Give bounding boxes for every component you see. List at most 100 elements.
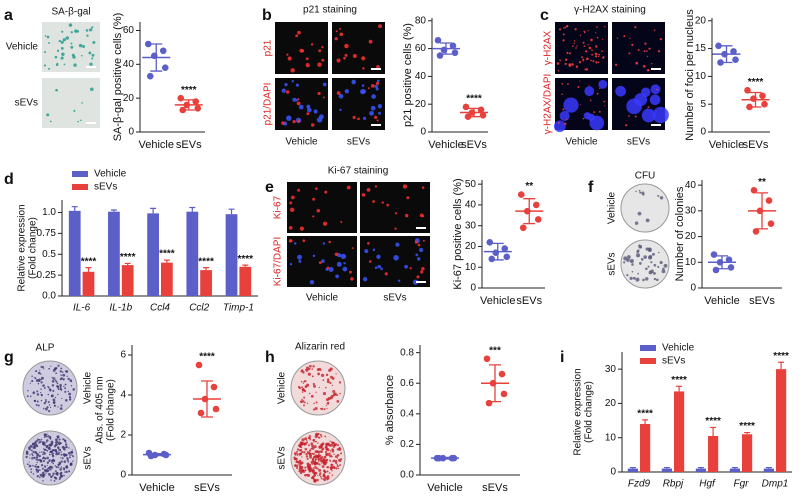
sd-bar: [720, 45, 733, 64]
colony-dot: [328, 368, 332, 372]
colony-dot: [68, 398, 72, 401]
x-tick-label: sEVs: [749, 295, 775, 307]
colony-dot: [329, 381, 332, 385]
micrograph: [612, 22, 665, 74]
cell-dot: [288, 226, 293, 230]
colony-dot: [313, 472, 316, 474]
x-tick-label: Fgr: [734, 479, 750, 490]
colony-dot: [326, 475, 330, 478]
colony-dot: [329, 459, 331, 462]
bar: [225, 214, 238, 296]
colony-dot: [310, 447, 313, 450]
colony-dot: [309, 364, 312, 368]
colony-dot: [52, 458, 55, 461]
colony-dot: [40, 388, 42, 390]
colony-dot: [329, 444, 333, 447]
colony-dot: [332, 390, 336, 394]
colony-dot: [303, 401, 306, 404]
colony-dot: [315, 450, 319, 454]
colony-dot: [65, 445, 68, 449]
data-point: [517, 191, 525, 198]
colony-dot: [319, 475, 322, 478]
cell-dot: [80, 54, 83, 57]
colony-dot: [50, 466, 54, 469]
colony-dot: [331, 469, 333, 472]
colony-dot: [41, 441, 45, 444]
colony-dot: [46, 433, 48, 436]
colony-dot: [54, 379, 57, 382]
cell-dot: [581, 56, 583, 59]
colony-dot: [50, 450, 52, 453]
cell-dot: [575, 65, 579, 69]
colony-dot: [44, 444, 47, 447]
colony-dot: [43, 401, 46, 405]
sd-bar: [716, 255, 728, 270]
cell-dot: [376, 254, 381, 259]
colony-dot: [34, 465, 36, 467]
colony-dot: [62, 448, 65, 450]
bar: [161, 262, 173, 296]
colony-dot: [318, 459, 320, 461]
colony-dot: [58, 438, 61, 441]
cell-dot: [284, 82, 288, 87]
y-axis-label: Abs. of 405 nm: [95, 376, 106, 443]
sd-bar: [182, 99, 195, 111]
cell-dot: [579, 80, 581, 82]
cell-dot: [634, 115, 637, 118]
colony-dot: [35, 370, 38, 373]
colony-dot: [50, 475, 53, 479]
colony-dot: [30, 468, 33, 471]
y-tick-label: 0: [610, 467, 616, 478]
y-tick-label: 10: [605, 432, 617, 443]
cell-dot: [568, 64, 572, 67]
colony-dot: [298, 467, 302, 471]
cell-dot: [328, 240, 331, 244]
colony-dot: [58, 467, 60, 469]
colony-dot: [28, 464, 32, 468]
cell-dot: [81, 102, 83, 104]
colony-dot: [56, 385, 60, 389]
colony-dot: [306, 457, 309, 461]
colony-dot: [57, 406, 59, 408]
colony-dot: [315, 440, 317, 443]
colony-dot: [58, 448, 61, 452]
error-bar: [228, 208, 235, 215]
cell-dot: [626, 98, 642, 115]
data-point: [710, 251, 718, 258]
colony-dot: [57, 393, 59, 396]
colony-dot: [301, 388, 305, 391]
colony-dot: [304, 385, 308, 389]
cell-dot: [616, 37, 619, 39]
colony-dot: [52, 401, 56, 404]
legend-swatch: [72, 184, 88, 190]
bar: [68, 210, 81, 296]
cell-dot: [595, 61, 598, 64]
colony-dot: [331, 384, 334, 387]
colony-dot: [295, 464, 299, 468]
colony-dot: [315, 466, 318, 470]
colony-dot: [29, 395, 32, 398]
cell-dot: [595, 55, 598, 58]
colony-dot: [331, 376, 335, 380]
x-tick-label: sEVs: [482, 482, 508, 494]
colony-dot: [657, 265, 660, 269]
colony-dot: [54, 476, 56, 479]
cell-dot: [88, 51, 92, 55]
colony-dot: [34, 377, 37, 380]
cell-dot: [44, 51, 47, 54]
cell-dot: [561, 93, 563, 95]
cell-dot: [70, 42, 73, 45]
cell-dot: [340, 220, 343, 223]
error-bar: [629, 466, 636, 469]
colony-dot: [49, 468, 52, 471]
colony-dot: [60, 389, 63, 391]
colony-dot: [319, 445, 323, 449]
colony-dot: [32, 391, 36, 395]
colony-dot: [31, 453, 34, 455]
colony-dot: [51, 452, 53, 454]
colony-dot: [32, 454, 34, 457]
colony-dot: [58, 442, 60, 444]
colony-dot: [334, 455, 338, 458]
cell-dot: [374, 185, 378, 188]
cell-dot: [326, 266, 330, 270]
